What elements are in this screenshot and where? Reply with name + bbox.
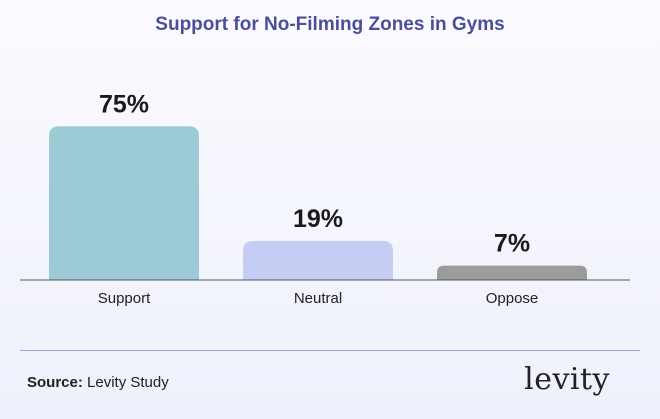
- category-label-neutral: Neutral: [294, 290, 342, 307]
- footer-divider: [20, 350, 640, 351]
- category-label-support: Support: [98, 290, 151, 307]
- chart-title: Support for No-Filming Zones in Gyms: [155, 14, 505, 35]
- value-label-neutral: 19%: [293, 205, 343, 233]
- value-label-oppose: 7%: [494, 230, 530, 258]
- value-label-support: 75%: [99, 90, 149, 118]
- levity-logo: levity: [524, 362, 610, 397]
- source-label: Source:: [27, 374, 83, 391]
- bar-chart: 75% Support 19% Neutral 7% Oppose: [20, 90, 630, 307]
- source-text: Levity Study: [87, 374, 169, 391]
- source-note: Source: Levity Study: [27, 374, 169, 391]
- bar-oppose: [437, 265, 587, 280]
- bar-support: [49, 126, 199, 280]
- bar-neutral: [243, 241, 393, 280]
- category-label-oppose: Oppose: [486, 290, 539, 307]
